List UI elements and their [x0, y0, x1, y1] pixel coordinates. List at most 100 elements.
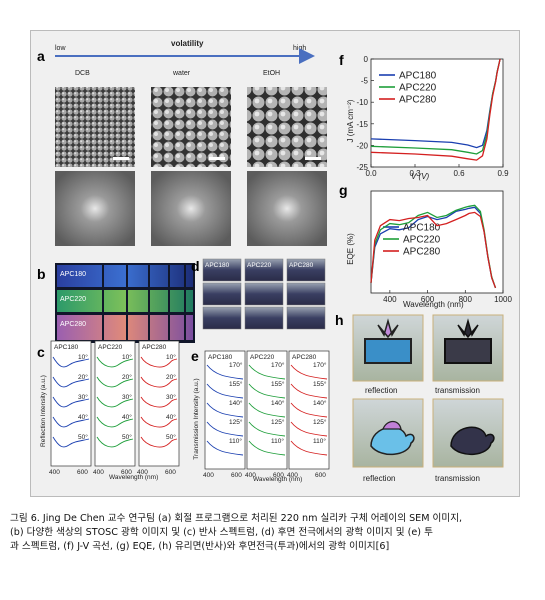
c-subplot-title: APC280	[142, 344, 167, 351]
backside-photo	[202, 258, 242, 282]
fft-image-etoh	[247, 171, 327, 246]
c-spectrum-line	[96, 416, 134, 428]
x-tick-label: 0.6	[453, 169, 465, 178]
e-angle-label: 155°	[313, 380, 327, 388]
legend-label: APC280	[399, 95, 437, 106]
jv-curve-chart: 0.0 0.3 0.6 0.9 0 -5 -10 -15 -20 -25 APC180APC220A…	[356, 55, 509, 178]
c-spectrum-line	[96, 376, 134, 388]
c-angle-label: 20°	[122, 373, 132, 381]
backside-photo	[244, 306, 284, 330]
e-ylabel: Transmission Intensity (a.u.)	[193, 378, 200, 459]
y-tick-label: 0	[364, 55, 369, 64]
e-spectrum-line	[206, 383, 244, 399]
volatility-low-label: low	[55, 45, 66, 52]
sem-image-etoh	[247, 87, 327, 167]
e-spectrum-line	[290, 440, 328, 456]
y-tick-label: -5	[361, 77, 369, 86]
scale-bar	[305, 157, 321, 160]
x-tick-label: 400	[383, 295, 397, 304]
legend-label: APC220	[403, 235, 441, 246]
c-angle-label: 20°	[166, 373, 176, 381]
c-angle-label: 50°	[78, 433, 88, 441]
c-angle-label: 10°	[122, 353, 132, 361]
c-spectrum-line	[140, 376, 178, 388]
e-spectrum-line	[248, 421, 286, 437]
caption-line-2: (b) 다양한 색상의 STOSC 광학 이미지 및 (c) 반사 스펙트럼, …	[10, 527, 433, 538]
lotus-device-transmission	[444, 338, 492, 364]
c-subplot-title: APC180	[54, 344, 79, 351]
e-xtick: 600	[315, 472, 326, 479]
c-xtick: 600	[121, 469, 132, 476]
e-angle-label: 155°	[271, 380, 285, 388]
backside-photos: APC180 APC220 APC280	[202, 258, 326, 330]
lotus-device-reflection	[364, 338, 412, 364]
c-angle-label: 20°	[78, 373, 88, 381]
device-dividers	[102, 265, 186, 340]
sem-image-water	[151, 87, 231, 167]
e-spectrum-line	[206, 364, 244, 380]
scale-bar	[113, 157, 129, 160]
e-angle-label: 125°	[313, 418, 327, 426]
e-spectrum-line	[206, 402, 244, 418]
c-angle-label: 50°	[166, 433, 176, 441]
e-angle-label: 110°	[229, 437, 242, 445]
c-spectrum-line	[140, 356, 178, 368]
e-subplot-title: APC280	[292, 354, 317, 361]
c-xtick: 600	[77, 469, 88, 476]
solvent-dcb: DCB	[75, 70, 90, 77]
figure-caption: 그림 6. Jing De Chen 교수 연구팀 (a) 회절 프로그램으로 …	[10, 512, 535, 554]
e-spectrum-line	[290, 364, 328, 380]
e-angle-label: 125°	[271, 418, 285, 426]
e-angle-label: 140°	[313, 399, 327, 407]
lotus-icon	[377, 318, 399, 339]
panel-h-label: h	[335, 312, 344, 328]
c-subplot-frame	[94, 340, 136, 467]
backside-photo	[244, 258, 284, 282]
backside-photo	[286, 258, 326, 282]
b-label-apc220: APC220	[60, 296, 86, 303]
c-spectrum-line	[96, 396, 134, 408]
legend-label: APC180	[399, 71, 437, 82]
x-tick-label: 0.0	[365, 169, 377, 178]
caption-line-1: 그림 6. Jing De Chen 교수 연구팀 (a) 회절 프로그램으로 …	[10, 513, 463, 524]
c-xtick: 400	[93, 469, 104, 476]
fft-image-water	[151, 171, 231, 246]
x-tick-label: 600	[421, 295, 435, 304]
e-spectrum-line	[290, 421, 328, 437]
b-label-apc180: APC180	[60, 271, 86, 278]
c-angle-label: 40°	[78, 413, 88, 421]
e-angle-label: 155°	[229, 380, 243, 388]
scale-bar	[209, 157, 225, 160]
c-ylabel: Reflection Intensity (a.u.)	[40, 375, 47, 447]
backside-photo	[202, 282, 242, 306]
c-angle-label: 40°	[122, 413, 132, 421]
e-xtick: 600	[231, 472, 242, 479]
backside-photo	[244, 282, 284, 306]
figure-6: a low volatility high DCB water EtOH b A…	[30, 30, 520, 497]
c-spectrum-line	[52, 436, 90, 448]
panel-b-label: b	[37, 266, 46, 282]
x-tick-label: 1000	[494, 295, 512, 304]
e-angle-label: 140°	[271, 399, 285, 407]
c-angle-label: 30°	[166, 393, 176, 401]
x-tick-label: 0.3	[409, 169, 421, 178]
panel-f-label: f	[339, 52, 344, 68]
c-xtick: 600	[165, 469, 176, 476]
c-spectrum-line	[52, 396, 90, 408]
c-spectrum-line	[140, 396, 178, 408]
volatility-title: volatility	[171, 39, 204, 48]
stosc-apc280-strip	[57, 315, 193, 340]
y-tick-label: -25	[356, 163, 368, 172]
c-angle-label: 30°	[122, 393, 132, 401]
e-xtick: 600	[273, 472, 284, 479]
panel-e-label: e	[191, 348, 199, 364]
c-xtick: 400	[49, 469, 60, 476]
e-subplot-frame	[246, 350, 288, 470]
c-spectrum-line	[52, 416, 90, 428]
c-spectrum-line	[96, 436, 134, 448]
e-subplot-frame	[204, 350, 246, 470]
y-tick-label: -20	[356, 141, 368, 150]
e-spectrum-line	[206, 421, 244, 437]
